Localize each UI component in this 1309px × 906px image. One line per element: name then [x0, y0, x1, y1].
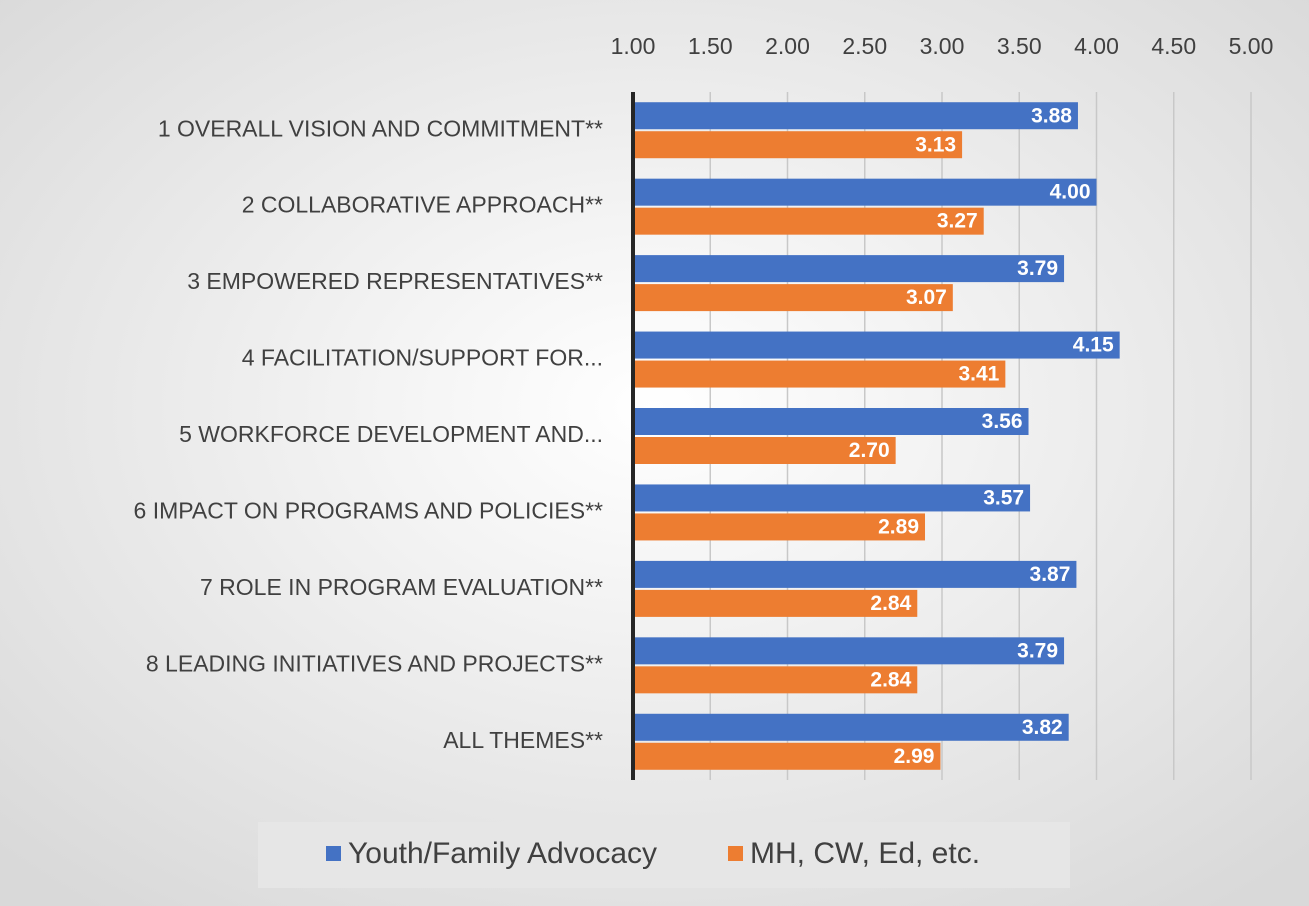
data-label: 3.87	[1030, 563, 1071, 586]
data-label: 2.99	[894, 745, 935, 768]
bar	[633, 666, 918, 694]
bar	[633, 742, 941, 770]
y-tick-label: 1 OVERALL VISION AND COMMITMENT**	[158, 115, 603, 141]
data-label: 2.84	[870, 668, 911, 691]
legend-swatch	[728, 846, 743, 861]
bar	[633, 131, 963, 159]
data-label: 3.56	[982, 410, 1023, 433]
y-tick-label: 3 EMPOWERED REPRESENTATIVES**	[187, 268, 603, 294]
bar	[633, 484, 1031, 512]
legend-label: MH, CW, Ed, etc.	[750, 837, 980, 870]
bar	[633, 637, 1065, 665]
bar	[633, 102, 1078, 130]
bar	[633, 284, 953, 312]
data-label: 4.00	[1050, 181, 1091, 204]
data-label: 2.70	[849, 439, 890, 462]
y-tick-label: 5 WORKFORCE DEVELOPMENT AND...	[179, 421, 603, 447]
x-tick-label: 1.00	[611, 33, 656, 59]
data-label: 3.79	[1017, 639, 1058, 662]
bar	[633, 207, 984, 235]
y-tick-label: 6 IMPACT ON PROGRAMS AND POLICIES**	[134, 498, 604, 524]
x-tick-label: 4.50	[1151, 33, 1196, 59]
bar	[633, 408, 1029, 435]
bar	[633, 589, 918, 617]
x-tick-label: 2.50	[842, 33, 887, 59]
bar	[633, 437, 896, 464]
bar	[633, 713, 1069, 741]
data-label: 3.57	[983, 486, 1024, 509]
x-tick-label: 5.00	[1229, 33, 1274, 59]
data-label: 3.82	[1022, 716, 1063, 739]
data-label: 2.89	[878, 515, 919, 538]
legend-box	[258, 822, 1070, 888]
y-tick-label: 4 FACILITATION/SUPPORT FOR...	[242, 345, 603, 371]
y-tick-label: 2 COLLABORATIVE APPROACH**	[242, 192, 603, 218]
bar	[633, 560, 1077, 588]
y-tick-label: ALL THEMES**	[443, 727, 603, 753]
bar	[633, 360, 1006, 388]
x-tick-label: 1.50	[688, 33, 733, 59]
data-label: 4.15	[1073, 334, 1114, 357]
data-label: 3.79	[1017, 257, 1058, 280]
legend-swatch	[326, 846, 341, 861]
bar	[633, 178, 1097, 206]
bar	[633, 255, 1065, 283]
data-label: 3.13	[915, 133, 956, 156]
x-tick-label: 3.50	[997, 33, 1042, 59]
x-tick-label: 3.00	[920, 33, 965, 59]
legend-label: Youth/Family Advocacy	[348, 837, 657, 870]
x-tick-label: 2.00	[765, 33, 810, 59]
data-label: 3.07	[906, 286, 947, 309]
data-label: 3.88	[1031, 104, 1072, 127]
y-tick-label: 7 ROLE IN PROGRAM EVALUATION**	[200, 574, 603, 600]
data-label: 3.41	[958, 363, 999, 386]
bar	[633, 513, 926, 541]
data-label: 2.84	[870, 592, 911, 615]
bar	[633, 331, 1120, 359]
y-tick-label: 8 LEADING INITIATIVES AND PROJECTS**	[146, 650, 603, 676]
data-label: 3.27	[937, 210, 978, 233]
x-tick-label: 4.00	[1074, 33, 1119, 59]
